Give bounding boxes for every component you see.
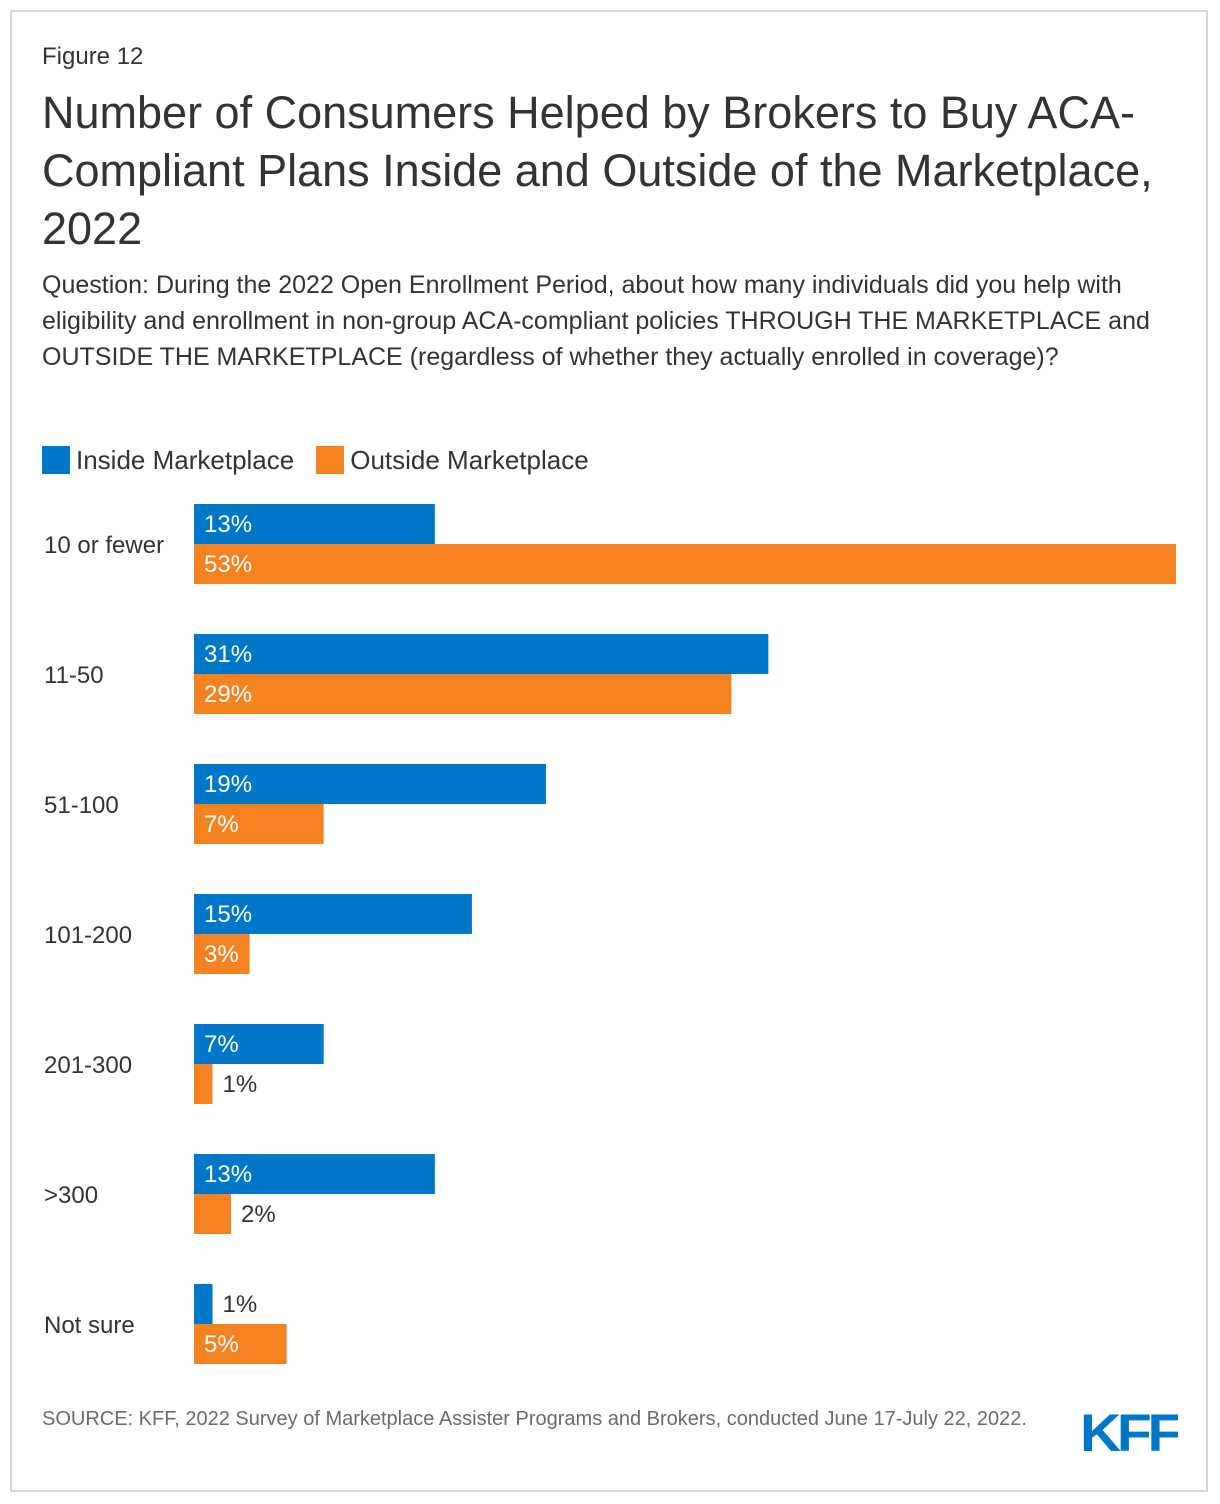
legend-label-outside: Outside Marketplace: [350, 444, 589, 475]
data-label-outside: 29%: [204, 681, 252, 708]
data-label-inside: 7%: [204, 1031, 239, 1058]
data-label-inside: 13%: [204, 511, 252, 538]
data-label-inside: 13%: [204, 1161, 252, 1188]
data-label-inside: 15%: [204, 901, 252, 928]
svg-text:KFF: KFF: [1080, 1408, 1178, 1454]
legend-swatch-inside: [42, 446, 70, 474]
bar-inside: [194, 1154, 435, 1194]
category-label: 10 or fewer: [44, 532, 164, 559]
bar-outside: [194, 1194, 232, 1234]
legend-item-outside: Outside Marketplace: [316, 444, 589, 476]
chart-subtitle: Question: During the 2022 Open Enrollmen…: [42, 271, 1150, 371]
bar-inside: [194, 894, 472, 934]
category-label: 201-300: [44, 1052, 132, 1079]
category-label: >300: [44, 1182, 98, 1209]
source-note: SOURCE: KFF, 2022 Survey of Marketplace …: [42, 1408, 1027, 1430]
kff-logo: KFF: [1080, 1408, 1178, 1454]
legend-swatch-outside: [316, 446, 345, 474]
legend: Inside Marketplace Outside Marketplace: [42, 444, 611, 476]
category-label: Not sure: [44, 1312, 135, 1339]
category-label: 51-100: [44, 792, 119, 819]
bar-inside: [194, 1024, 324, 1064]
legend-item-inside: Inside Marketplace: [42, 445, 294, 476]
data-label-outside: 2%: [241, 1201, 276, 1228]
data-label-outside: 1%: [223, 1071, 258, 1098]
category-label: 101-200: [44, 922, 132, 949]
data-label-outside: 7%: [204, 811, 239, 838]
bar-outside: [194, 544, 1176, 584]
bar-outside: [194, 1064, 213, 1104]
data-label-inside: 1%: [223, 1291, 258, 1318]
bar-outside: [194, 934, 250, 974]
bar-outside: [194, 804, 324, 844]
category-label: 11-50: [44, 662, 104, 689]
bar-chart: 10 or fewer 13% 53% 11-50 31% 29% 51-100 19% 7% 1…: [44, 504, 1176, 1364]
figure-frame: [10, 10, 1208, 1492]
bar-inside: [194, 504, 435, 544]
data-label-inside: 19%: [204, 771, 252, 798]
legend-label-inside: Inside Marketplace: [76, 444, 295, 475]
data-label-outside: 3%: [204, 941, 239, 968]
data-label-outside: 5%: [204, 1331, 239, 1358]
bar-inside: [194, 1284, 213, 1324]
data-label-outside: 53%: [204, 551, 252, 578]
bar-outside: [194, 674, 732, 714]
bar-outside: [194, 1324, 287, 1364]
figure-label: Figure 12: [42, 43, 144, 70]
chart-title: Number of Consumers Helped by Brokers to…: [42, 87, 1153, 254]
bar-inside: [194, 764, 547, 804]
data-label-inside: 31%: [204, 641, 252, 668]
bar-inside: [194, 634, 769, 674]
